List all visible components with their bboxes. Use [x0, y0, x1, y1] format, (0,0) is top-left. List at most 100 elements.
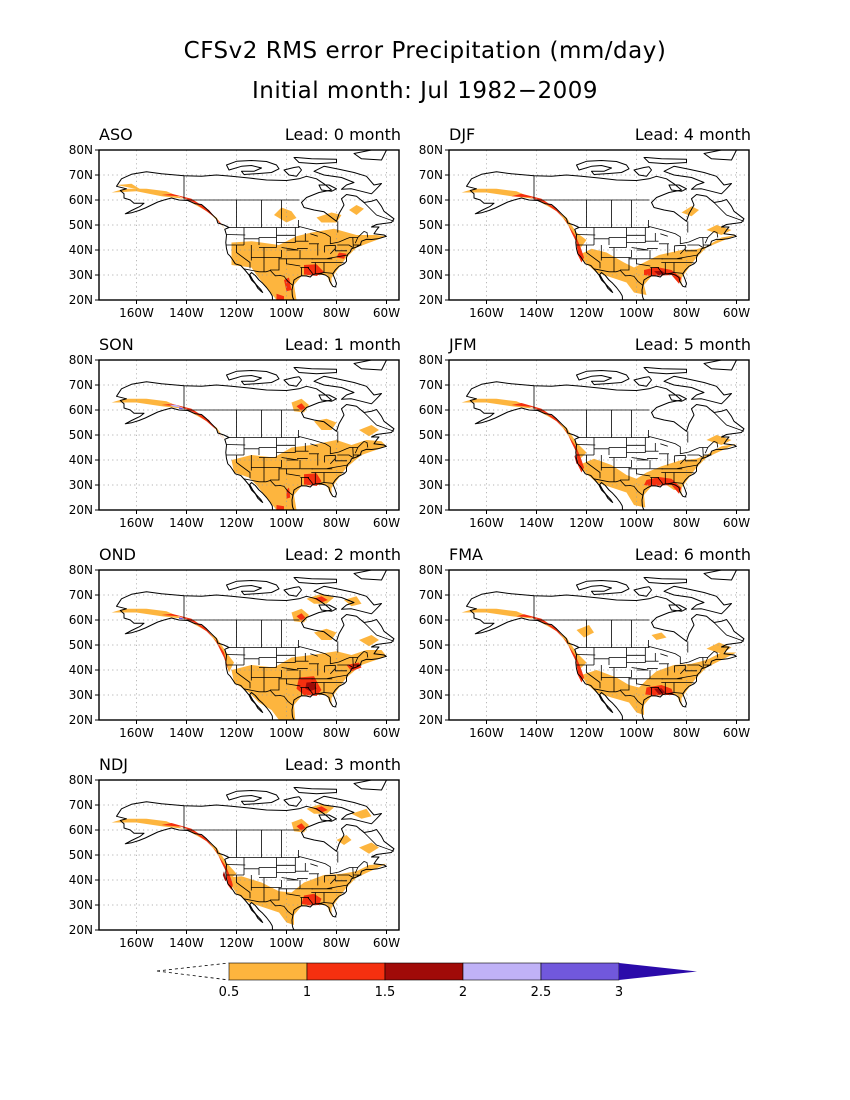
political-borders: [183, 175, 395, 286]
colorbar-upper-extension: [619, 963, 697, 980]
lon-label: 140W: [169, 936, 204, 950]
lat-label: 50N: [69, 218, 93, 232]
axes: 80N 70N 60N 50N 40N 30N 20N 160W 140W 120W 100W 80W…: [69, 353, 400, 530]
map-plot: 80N 70N 60N 50N 40N 30N 20N 160W 140W 120W 100W 80W…: [69, 563, 400, 740]
lat-label: 50N: [419, 218, 443, 232]
lon-label: 60W: [373, 306, 400, 320]
lat-label: 70N: [69, 798, 93, 812]
continent-outline: [116, 381, 395, 510]
rms-error-region: [169, 404, 182, 408]
island-outline: [633, 376, 652, 387]
island-outline: [293, 787, 337, 795]
continent-outline: [116, 171, 395, 300]
rms-error-region: [359, 842, 379, 854]
lat-label: 30N: [419, 268, 443, 282]
panel-season: DJF: [449, 125, 476, 144]
island-outline: [318, 184, 337, 192]
colorbar-label: 2: [459, 985, 467, 1000]
lon-label: 120W: [569, 516, 604, 530]
island-outline: [283, 796, 302, 807]
rms-error-region: [314, 596, 328, 603]
map-plot: 80N 70N 60N 50N 40N 30N 20N 160W 140W 120W 100W 80W…: [419, 563, 750, 740]
island-outline: [318, 604, 337, 612]
coastlines: [466, 360, 745, 510]
lon-label: 160W: [119, 726, 154, 740]
lat-label: 30N: [419, 478, 443, 492]
continent-outline: [466, 591, 745, 720]
lat-label: 50N: [419, 638, 443, 652]
coastlines: [466, 150, 745, 300]
continent-outline: [116, 591, 395, 720]
lon-label: 120W: [219, 726, 254, 740]
lat-label: 40N: [419, 243, 443, 257]
island-outline: [668, 184, 687, 192]
lat-label: 60N: [419, 403, 443, 417]
panel-season: ASO: [99, 125, 133, 144]
lat-label: 60N: [69, 613, 93, 627]
lat-label: 80N: [69, 563, 93, 577]
lat-label: 20N: [69, 293, 93, 307]
rms-error-shading: [111, 183, 387, 300]
island-outline: [226, 580, 280, 595]
island-outline: [293, 367, 337, 375]
lon-label: 60W: [723, 516, 750, 530]
panel-lead: Lead: 0 month: [284, 125, 401, 144]
island-outline: [353, 150, 387, 161]
lon-label: 60W: [723, 726, 750, 740]
lon-label: 80W: [673, 306, 700, 320]
lon-label: 100W: [619, 516, 654, 530]
lon-label: 80W: [673, 516, 700, 530]
map-plot: 80N 70N 60N 50N 40N 30N 20N 160W 140W 120W 100W 80W…: [69, 353, 400, 530]
rms-error-region: [296, 823, 306, 831]
lon-label: 140W: [169, 726, 204, 740]
panel-lead: Lead: 6 month: [634, 545, 751, 564]
panel-lead: Lead: 1 month: [284, 335, 401, 354]
rms-error-region: [296, 613, 306, 621]
rms-error-region: [305, 682, 317, 692]
lon-label: 80W: [673, 726, 700, 740]
rms-error-region: [644, 267, 682, 284]
lat-label: 70N: [419, 588, 443, 602]
coastlines: [116, 570, 395, 720]
island-outline: [633, 166, 652, 177]
political-borders: [183, 385, 395, 496]
lat-label: 70N: [69, 168, 93, 182]
island-outline: [283, 376, 302, 387]
island-outline: [226, 370, 280, 385]
panel-season: NDJ: [99, 755, 129, 774]
island-outline: [353, 780, 387, 791]
map-plot: 80N 70N 60N 50N 40N 30N 20N 160W 140W 120W 100W 80W…: [419, 143, 750, 320]
panel-season: SON: [99, 335, 134, 354]
panel-lead: Lead: 2 month: [284, 545, 401, 564]
lon-label: 100W: [269, 306, 304, 320]
map-panel-6: NDJ Lead: 3 month 80N 70N 60N 50N 40N 30N 20N 1…: [41, 755, 401, 955]
lat-label: 80N: [419, 143, 443, 157]
panel-lead: Lead: 5 month: [634, 335, 751, 354]
lat-label: 60N: [69, 823, 93, 837]
lat-label: 40N: [419, 453, 443, 467]
continent-outline: [466, 171, 745, 300]
lat-label: 30N: [69, 898, 93, 912]
lon-label: 60W: [373, 516, 400, 530]
map-plot: 80N 70N 60N 50N 40N 30N 20N 160W 140W 120W 100W 80W…: [419, 353, 750, 530]
rms-error-region: [274, 207, 297, 223]
island-outline: [283, 586, 302, 597]
colorbar-swatch: [384, 962, 464, 981]
rms-error-region: [644, 477, 682, 494]
island-outline: [226, 160, 280, 175]
rms-error-region: [579, 235, 737, 295]
lon-label: 100W: [269, 936, 304, 950]
lon-label: 160W: [119, 306, 154, 320]
island-outline: [318, 394, 337, 402]
map-panel-2: SON Lead: 1 month 80N 70N 60N 50N 40N 30N 20N 1…: [41, 335, 401, 535]
rms-error-region: [304, 473, 322, 486]
political-borders: [533, 175, 745, 286]
island-outline: [576, 370, 630, 385]
lat-label: 60N: [419, 613, 443, 627]
lon-label: 100W: [269, 726, 304, 740]
rms-error-region: [651, 632, 667, 640]
lat-label: 30N: [69, 478, 93, 492]
lat-label: 40N: [69, 873, 93, 887]
island-outline: [318, 814, 337, 822]
